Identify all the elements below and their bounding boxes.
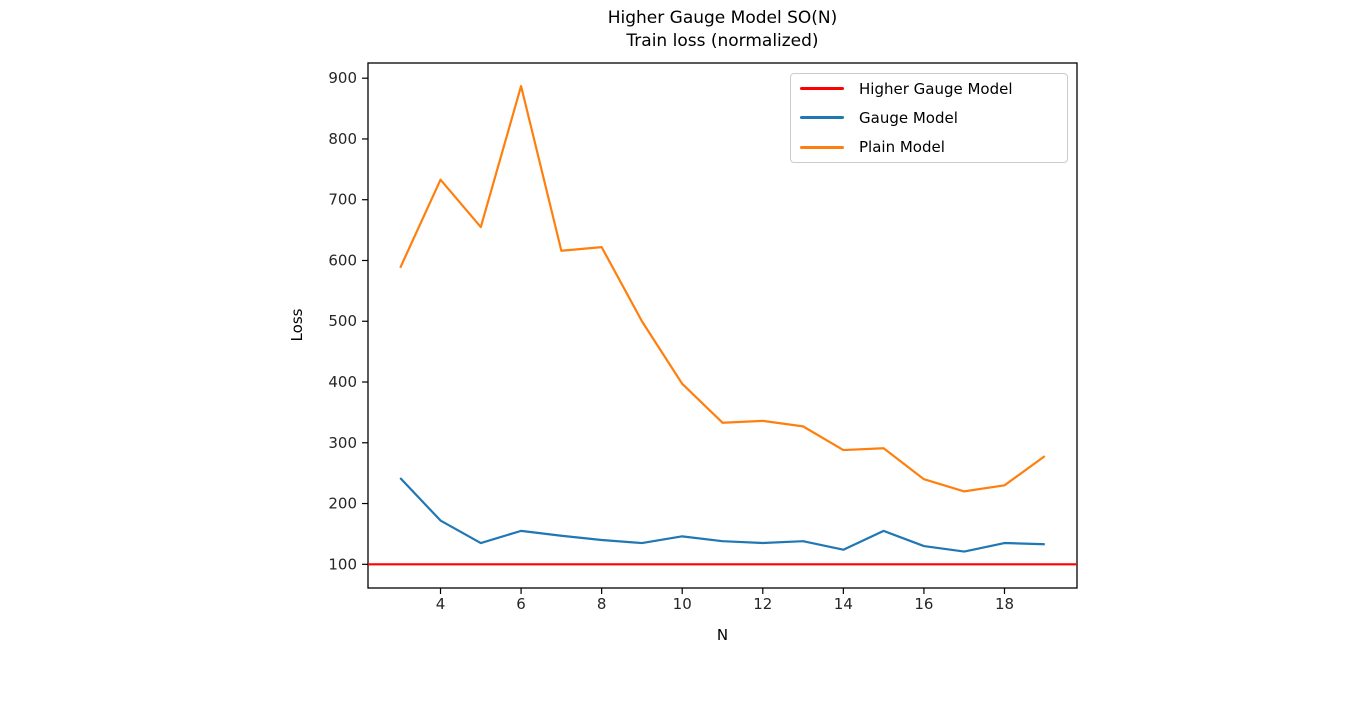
chart-title-line1: Higher Gauge Model SO(N) xyxy=(607,8,838,28)
legend-line-swatch-red xyxy=(800,87,844,91)
y-tick-label: 600 xyxy=(328,251,357,269)
x-tick-label: 6 xyxy=(516,595,526,613)
x-tick-label: 18 xyxy=(995,595,1014,613)
x-tick-label: 10 xyxy=(673,595,692,613)
x-axis-label: N xyxy=(716,626,729,644)
y-axis-label: Loss xyxy=(288,308,306,342)
x-tick-label: 4 xyxy=(436,595,446,613)
legend-item-higher-gauge-model: Higher Gauge Model xyxy=(800,74,1067,103)
y-tick-label: 400 xyxy=(328,373,357,391)
y-tick-label: 300 xyxy=(328,434,357,452)
y-tick-label: 900 xyxy=(328,69,357,87)
axes-spines xyxy=(367,62,1078,589)
legend-label: Plain Model xyxy=(859,138,945,157)
x-tick-label: 16 xyxy=(914,595,933,613)
legend: Higher Gauge Model Gauge Model Plain Mod… xyxy=(790,73,1068,163)
y-tick-label: 700 xyxy=(328,191,357,209)
chart-title: Higher Gauge Model SO(N) Train loss (nor… xyxy=(368,7,1077,52)
chart-title-line2: Train loss (normalized) xyxy=(626,30,819,51)
legend-line-swatch-blue xyxy=(800,116,844,120)
x-tick-label: 8 xyxy=(597,595,607,613)
legend-item-plain-model: Plain Model xyxy=(800,133,1067,162)
y-tick-label: 800 xyxy=(328,130,357,148)
series-line-plain-model xyxy=(399,84,1046,493)
legend-item-gauge-model: Gauge Model xyxy=(800,103,1067,132)
legend-label: Higher Gauge Model xyxy=(859,79,1013,98)
legend-line-swatch-orange xyxy=(800,145,844,149)
y-tick-label: 200 xyxy=(328,495,357,513)
y-tick-label: 100 xyxy=(328,555,357,573)
x-tick-label: 12 xyxy=(753,595,772,613)
x-tick-label: 14 xyxy=(834,595,853,613)
series-line-gauge-model xyxy=(399,477,1045,553)
legend-label: Gauge Model xyxy=(859,108,958,127)
y-tick-label: 500 xyxy=(328,312,357,330)
